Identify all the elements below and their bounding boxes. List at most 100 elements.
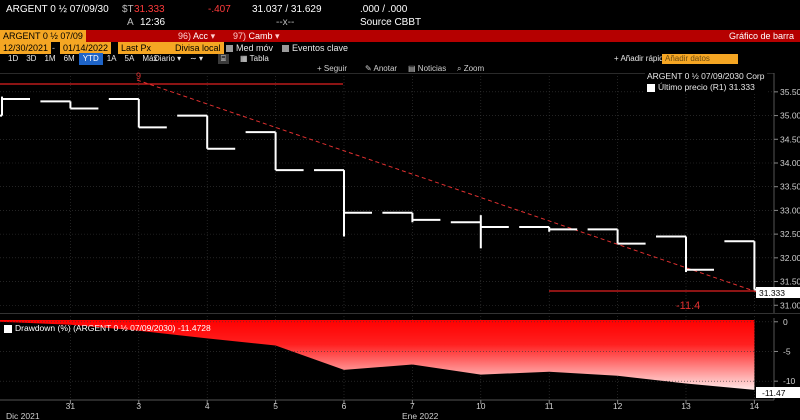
price-tick-label: 34.500 [780, 134, 800, 144]
price-change: -.407 [208, 4, 231, 15]
field-select[interactable]: Last Px [118, 42, 172, 54]
news-label: Noticias [417, 64, 447, 73]
chart-top-border [0, 73, 774, 74]
period-button[interactable]: YTD [78, 53, 103, 65]
chevron-down-icon: ▾ [177, 54, 182, 63]
period-button[interactable]: 1A [106, 54, 117, 63]
period-buttons: 1D 3D 1M 6M YTD 1A 5A Máx [4, 53, 161, 65]
time-tick-label: 12 [613, 401, 623, 411]
trend-line [136, 79, 758, 293]
annotate-label: Anotar [373, 64, 398, 73]
drawdown-area [0, 320, 755, 390]
end-date-input[interactable]: 01/14/2022 [60, 42, 112, 54]
zoom-button[interactable]: ⌕ Zoom [457, 64, 484, 74]
frequency-label: Diario [154, 54, 175, 63]
price-legend: ARGENT 0 ½ 07/09/2030 Corp Último precio… [645, 71, 767, 93]
chart-type-label: Gráfico de barra [728, 31, 794, 41]
period-button[interactable]: 1D [8, 54, 19, 63]
table-icon: ▦ [240, 54, 248, 63]
quick-add-text: Añadir rápid [620, 54, 664, 63]
quote-header: ARGENT 0 ½ 07/09/30 $T 31.333 -.407 31.0… [0, 4, 800, 16]
last-price-tag [756, 287, 800, 298]
currency-select[interactable]: Divisa local [172, 42, 224, 54]
time-tick-label: 3 [136, 401, 141, 411]
key-events-label: Eventos clave [292, 43, 349, 53]
news-button[interactable]: ▤ Noticias [408, 64, 446, 74]
time-tick-label: 6 [342, 401, 347, 411]
period-button[interactable]: 5A [124, 54, 135, 63]
follow-button[interactable]: + Seguir [317, 64, 347, 74]
chevron-down-icon: ▾ [275, 31, 280, 41]
magnifier-icon: ⌕ [457, 64, 462, 73]
camb-num: 97 [233, 31, 244, 41]
moving-average-label: Med móv [236, 43, 274, 53]
price-prefix: $T [122, 4, 134, 15]
table-label: Tabla [249, 54, 269, 63]
table-view-button[interactable]: ▦ Tabla [240, 53, 269, 65]
chart-titlebar: ARGENT 0 ½ 07/09 96) Acc ▾ 97) Camb ▾ Gr… [0, 30, 800, 42]
start-date-input[interactable]: 12/30/2021 [0, 42, 52, 54]
time-prefix: A [127, 17, 134, 28]
plus-icon: + [614, 54, 619, 63]
legend-title: ARGENT 0 ½ 07/09/2030 Corp [647, 71, 765, 81]
drawdown-legend: Drawdown (%) (ARGENT 0 ½ 07/09/2030) -11… [4, 323, 211, 333]
legend-series: Último precio (R1) 31.333 [647, 82, 765, 93]
ticker-label: ARGENT 0 ½ 07/09/30 [6, 4, 109, 15]
price-tick-label: 32.000 [780, 253, 800, 263]
moving-average-toggle[interactable]: Med móv [226, 42, 273, 54]
key-events-toggle[interactable]: Eventos clave [282, 42, 348, 54]
drawdown-legend-label: Drawdown (%) (ARGENT 0 ½ 07/09/2030) -11… [15, 323, 211, 333]
time-tick-label: 7 [410, 401, 415, 411]
drawdown-tick-label: 0 [783, 317, 788, 327]
frequency-select[interactable]: Diario ▾ [154, 53, 181, 65]
zoom-label: Zoom [463, 64, 485, 73]
month-label: Ene 2022 [402, 411, 439, 420]
add-data-input[interactable]: Añadir datos [662, 54, 738, 64]
period-button[interactable]: Máx [142, 54, 158, 63]
last-drawdown-tag [756, 387, 800, 398]
acc-num: 96 [178, 31, 189, 41]
quick-add-label: + Añadir rápid [614, 53, 664, 65]
month-label: Dic 2021 [6, 411, 40, 420]
security-field[interactable]: ARGENT 0 ½ 07/09 [0, 30, 86, 42]
camb-menu[interactable]: 97) Camb ▾ [233, 31, 280, 41]
drawdown-tick-label: -5 [783, 346, 791, 356]
time-tick-label: 10 [476, 401, 486, 411]
bar-size-select[interactable]: ⌸ [218, 54, 229, 64]
period-button[interactable]: 3D [26, 54, 37, 63]
price-axis: 35.500 35.000 34.500 34.000 33.500 33.000 32.5… [773, 73, 800, 313]
camb-label: Camb [248, 31, 273, 41]
chart-style-select[interactable]: ∼ ▾ [190, 53, 203, 65]
dashes: --x-- [276, 17, 295, 28]
acc-label: Acc [193, 31, 209, 41]
chart-actions: + Seguir ✎ Anotar ▤ Noticias ⌕ Zoom [0, 64, 800, 74]
yields: .000 / .000 [360, 4, 408, 15]
time-tick-label: 14 [750, 401, 760, 411]
last-price-tag-text: 31.333 [759, 288, 785, 298]
price-tick-label: 33.000 [780, 205, 800, 215]
last-drawdown-tag-text: -11.47 [762, 388, 786, 398]
price-tick-label: 33.500 [780, 182, 800, 192]
price-tick-label: 31.000 [780, 300, 800, 310]
period-toolbar: 1D 3D 1M 6M YTD 1A 5A Máx Diario ▾ ∼ ▾ ⌸ ▦ Tabl… [0, 53, 800, 65]
bid-ask: 31.037 / 31.629 [252, 4, 322, 15]
bar-size-icon: ⌸ [221, 54, 226, 63]
time-tick-label: 4 [205, 401, 210, 411]
line-style-icon: ∼ [190, 54, 197, 63]
chevron-down-icon: ▾ [198, 54, 203, 63]
price-series [0, 96, 783, 291]
plus-icon: + [317, 64, 322, 73]
acc-menu[interactable]: 96) Acc ▾ [178, 31, 216, 41]
annotate-button[interactable]: ✎ Anotar [365, 64, 397, 74]
series-swatch [647, 83, 655, 92]
high-marker: 9 [136, 71, 141, 81]
price-tick-label: 31.500 [780, 277, 800, 287]
chevron-down-icon: ▾ [210, 31, 216, 41]
time-tick-label: 31 [66, 401, 76, 411]
period-button[interactable]: 6M [63, 54, 75, 63]
price-tick-label: 35.500 [780, 87, 800, 97]
period-button[interactable]: 1M [44, 54, 56, 63]
time-axis: 31 3 4 5 6 7 10 11 12 13 14 Dic 2021 Ene 2022 [0, 399, 774, 420]
pencil-icon: ✎ [365, 64, 372, 73]
